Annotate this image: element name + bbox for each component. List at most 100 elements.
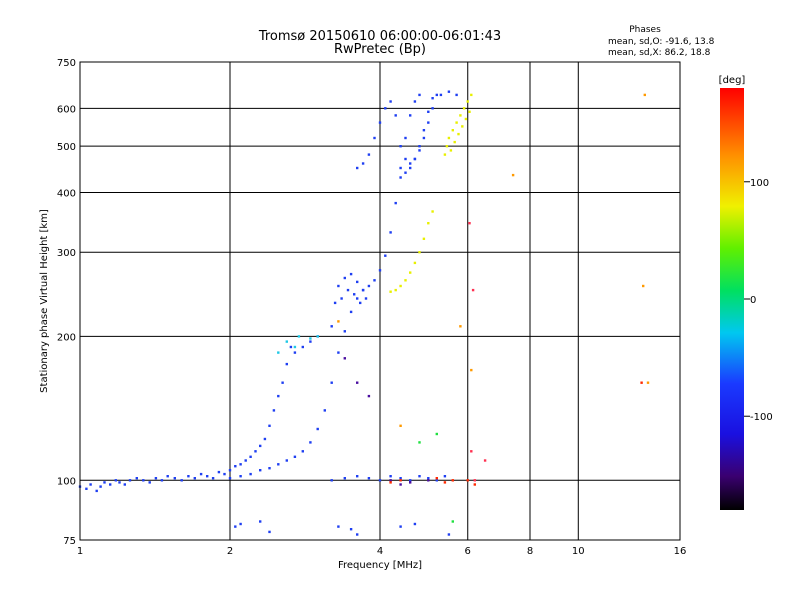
data-point — [394, 288, 397, 292]
data-point — [409, 481, 412, 484]
data-point — [356, 166, 359, 170]
data-point — [128, 479, 132, 482]
data-point — [418, 145, 421, 148]
data-point — [343, 357, 346, 360]
data-point — [123, 483, 126, 486]
data-point — [439, 93, 443, 97]
data-point — [356, 297, 359, 300]
data-point — [427, 222, 430, 225]
colorbar-tick-label: -100 — [750, 412, 773, 423]
data-point — [413, 522, 417, 526]
x-axis-ticks: 1 2 4 6 8 10 16 — [77, 546, 687, 557]
data-point — [443, 475, 447, 478]
data-point — [464, 117, 468, 121]
data-point — [389, 231, 392, 234]
data-point — [378, 479, 382, 482]
data-point — [316, 427, 319, 431]
data-point — [422, 136, 426, 140]
data-point — [272, 409, 276, 412]
data-point — [384, 107, 387, 110]
data-point — [435, 432, 438, 436]
data-point — [418, 441, 421, 444]
data-point — [361, 288, 365, 292]
colorbar-tick-label: 0 — [750, 295, 756, 306]
data-point — [399, 166, 402, 170]
phase-legend-o: mean, sd,O: -91.6, 13.8 — [608, 37, 715, 47]
data-point — [330, 479, 333, 482]
data-point — [277, 394, 280, 398]
data-point — [356, 533, 359, 536]
data-point — [409, 271, 412, 274]
data-point — [281, 381, 284, 384]
phase-legend-heading: Phases — [629, 25, 661, 35]
data-point — [293, 455, 297, 458]
data-point — [173, 477, 176, 480]
data-point — [367, 394, 371, 398]
data-point — [297, 335, 301, 338]
data-point — [263, 437, 267, 441]
data-point — [473, 479, 476, 482]
colorbar — [720, 88, 744, 510]
data-points — [78, 90, 650, 536]
data-point — [259, 444, 262, 448]
data-point — [367, 477, 371, 480]
data-point — [301, 345, 304, 349]
x-tick-label: 6 — [465, 546, 471, 557]
data-point — [399, 483, 402, 486]
data-point — [361, 162, 365, 165]
data-point — [457, 132, 460, 136]
x-tick-label: 16 — [674, 546, 687, 557]
data-point — [85, 487, 88, 490]
data-point — [431, 210, 434, 213]
data-point — [431, 97, 434, 100]
data-point — [277, 463, 280, 466]
data-point — [249, 472, 252, 476]
data-point — [443, 481, 447, 484]
data-point — [443, 153, 447, 156]
data-point — [343, 330, 346, 333]
data-point — [239, 475, 242, 478]
data-point — [337, 284, 340, 288]
data-point — [409, 114, 412, 117]
x-tick-label: 1 — [77, 546, 83, 557]
data-point — [356, 381, 359, 384]
data-point — [217, 470, 221, 474]
data-point — [399, 525, 402, 528]
data-point — [89, 483, 92, 486]
data-point — [289, 345, 293, 349]
data-point — [378, 121, 382, 124]
data-point — [349, 310, 353, 314]
data-point — [285, 459, 288, 462]
data-point — [180, 479, 183, 482]
data-point — [309, 337, 312, 340]
data-point — [384, 254, 387, 257]
x-tick-label: 10 — [572, 546, 585, 557]
data-point — [249, 455, 252, 458]
data-point — [413, 157, 417, 161]
data-point — [435, 479, 438, 482]
data-point — [394, 201, 397, 205]
y-tick-label: 100 — [57, 476, 76, 487]
data-point — [356, 475, 359, 478]
data-point — [211, 477, 215, 480]
data-point — [483, 459, 487, 462]
chart-title: Tromsø 20150610 06:00:00-06:01:43 — [258, 29, 501, 44]
data-point — [404, 171, 407, 174]
data-point — [114, 479, 117, 482]
data-point — [103, 481, 106, 484]
data-point — [349, 272, 353, 276]
data-point — [453, 140, 456, 144]
data-point — [353, 293, 356, 296]
data-point — [413, 261, 417, 265]
y-tick-label: 300 — [57, 248, 76, 259]
data-point — [461, 125, 464, 128]
data-point — [166, 475, 169, 478]
data-point — [646, 381, 650, 384]
data-point — [99, 485, 102, 488]
x-tick-label: 4 — [377, 546, 383, 557]
data-point — [413, 100, 417, 103]
data-point — [451, 129, 454, 132]
data-point — [346, 288, 350, 292]
data-point — [373, 136, 376, 140]
